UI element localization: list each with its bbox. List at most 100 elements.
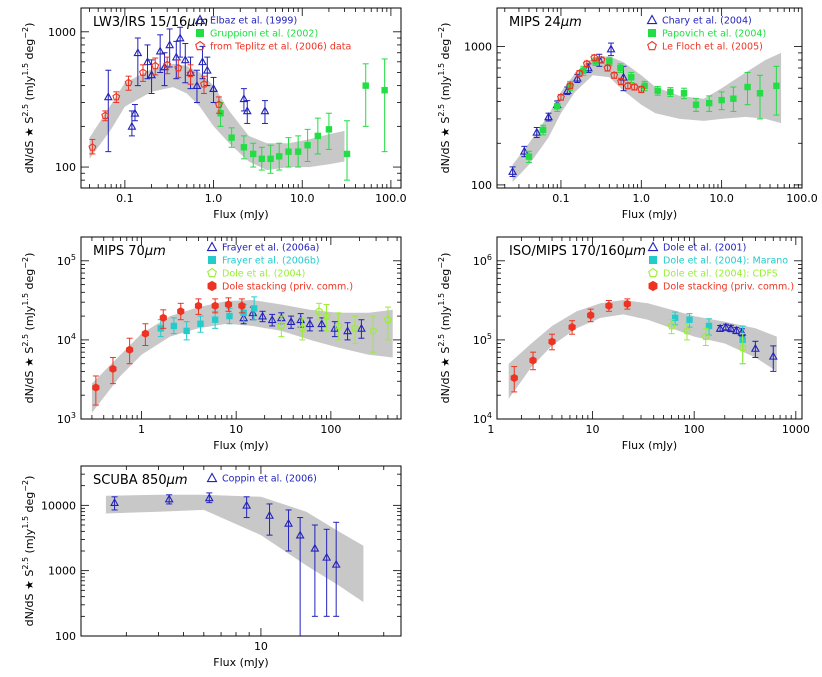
panel-mips-24: 0.1 1.0 10.0 100.0 100 1000 Flux (mJy) dN/dS ★ … <box>437 7 818 221</box>
data-point <box>200 80 208 88</box>
data-point <box>539 126 547 134</box>
y-tick-label: 10000 <box>41 499 76 512</box>
x-axis-label: Flux (mJy) <box>213 656 268 669</box>
data-point <box>572 73 582 82</box>
series-square <box>217 58 388 181</box>
data-point <box>127 121 137 130</box>
data-point <box>177 307 185 316</box>
data-point <box>637 85 646 93</box>
data-point <box>192 80 202 89</box>
legend-label: Coppin et al. (2006) <box>222 474 317 485</box>
data-point <box>238 301 246 310</box>
data-point <box>214 100 223 108</box>
legend-label: Dole stacking (priv. comm.) <box>222 282 353 293</box>
data-point <box>112 92 121 101</box>
legend-marker <box>648 28 657 37</box>
data-point <box>103 92 113 101</box>
y-axis-label: dN/dS ★ S2.5 (mJy1.5 deg−2) <box>437 253 452 404</box>
data-point <box>744 83 751 91</box>
data-point <box>310 543 320 552</box>
data-point <box>141 329 149 338</box>
data-point <box>110 497 119 506</box>
data-point <box>277 321 286 330</box>
legend-marker <box>194 14 206 25</box>
legend-label: Elbaz et al. (1999) <box>210 16 297 27</box>
data-point <box>250 150 257 158</box>
y-tick-label: 105 <box>57 253 76 268</box>
axes-frame <box>80 236 402 420</box>
model-uncertainty-band <box>91 300 393 413</box>
data-point <box>165 40 175 49</box>
data-point <box>334 321 343 330</box>
data-point <box>532 127 542 136</box>
panel-title: LW3/IRS 15/16μm <box>93 15 208 30</box>
data-point <box>305 319 315 328</box>
series-pentagon <box>667 319 747 365</box>
data-point <box>381 87 388 94</box>
axes-frame <box>496 236 803 420</box>
legend-label: Gruppioni et al. (2002) <box>210 29 318 40</box>
data-point <box>298 324 307 332</box>
data-point <box>228 134 235 141</box>
data-point <box>718 96 725 104</box>
data-point <box>194 301 203 310</box>
data-point <box>548 337 556 346</box>
model-uncertainty-band <box>512 52 782 183</box>
data-point <box>92 383 100 392</box>
legend-label: Dole et al. (2001) <box>663 243 746 254</box>
x-tick-label: 100.0 <box>786 192 818 205</box>
data-point <box>224 300 233 309</box>
panel-lw3-irs: 0.1 1.0 10.0 100.0 100 1000 Flux (mJy) dN/dS ★ … <box>21 7 407 221</box>
x-tick-label: 1000 <box>782 423 810 436</box>
legend-marker <box>647 40 657 51</box>
data-point <box>258 155 265 163</box>
model-uncertainty-band <box>105 494 364 603</box>
data-point <box>701 332 710 341</box>
data-point <box>362 82 369 89</box>
data-point <box>317 319 327 328</box>
data-point <box>606 44 616 53</box>
data-point <box>211 316 219 323</box>
x-tick-label: 10.0 <box>290 192 315 205</box>
data-point <box>294 148 302 155</box>
data-point <box>267 155 274 163</box>
data-point <box>628 74 635 81</box>
data-point <box>209 84 218 92</box>
x-tick-label: 0.1 <box>552 192 570 205</box>
data-point <box>198 57 207 66</box>
y-tick-label: 100 <box>55 630 76 643</box>
model-uncertainty-band <box>508 300 777 399</box>
legend-label: Frayer et al. (2006b) <box>222 256 320 267</box>
x-tick-label: 10 <box>585 423 599 436</box>
x-axis-label: Flux (mJy) <box>622 439 677 452</box>
x-tick-label: 1.0 <box>205 192 223 205</box>
data-point <box>508 166 518 175</box>
data-point <box>315 307 324 315</box>
data-point <box>715 323 725 332</box>
y-tick-label: 105 <box>473 332 492 347</box>
data-point <box>126 345 134 354</box>
legend-label: from Teplitz et al. (2006) data <box>210 42 351 53</box>
legend-label: Dole et al. (2004): Marano <box>663 256 788 267</box>
y-axis-label: dN/dS ★ S2.5 (mJy1.5 deg−2) <box>21 23 36 174</box>
x-tick-label: 10 <box>229 423 243 436</box>
axes-frame <box>496 7 803 189</box>
panel-scuba-850: 10 100 1000 10000 Flux (mJy) dN/dS ★ S2.5 (mJ… <box>21 465 402 669</box>
y-tick-label: 1000 <box>48 26 76 39</box>
data-point <box>258 311 268 320</box>
data-point <box>568 323 576 332</box>
data-point <box>202 65 212 74</box>
data-point <box>575 69 584 77</box>
data-point <box>343 326 352 335</box>
data-point <box>525 153 533 160</box>
x-axis-label: Flux (mJy) <box>622 208 677 221</box>
data-point <box>667 88 674 96</box>
data-point <box>174 63 183 72</box>
data-point <box>265 510 274 519</box>
data-point <box>738 343 747 351</box>
y-tick-label: 100 <box>471 179 492 192</box>
data-point <box>731 325 741 334</box>
data-point <box>284 518 293 527</box>
legend-label: Le Floch et al. (2005) <box>662 42 763 53</box>
data-point <box>160 62 169 71</box>
